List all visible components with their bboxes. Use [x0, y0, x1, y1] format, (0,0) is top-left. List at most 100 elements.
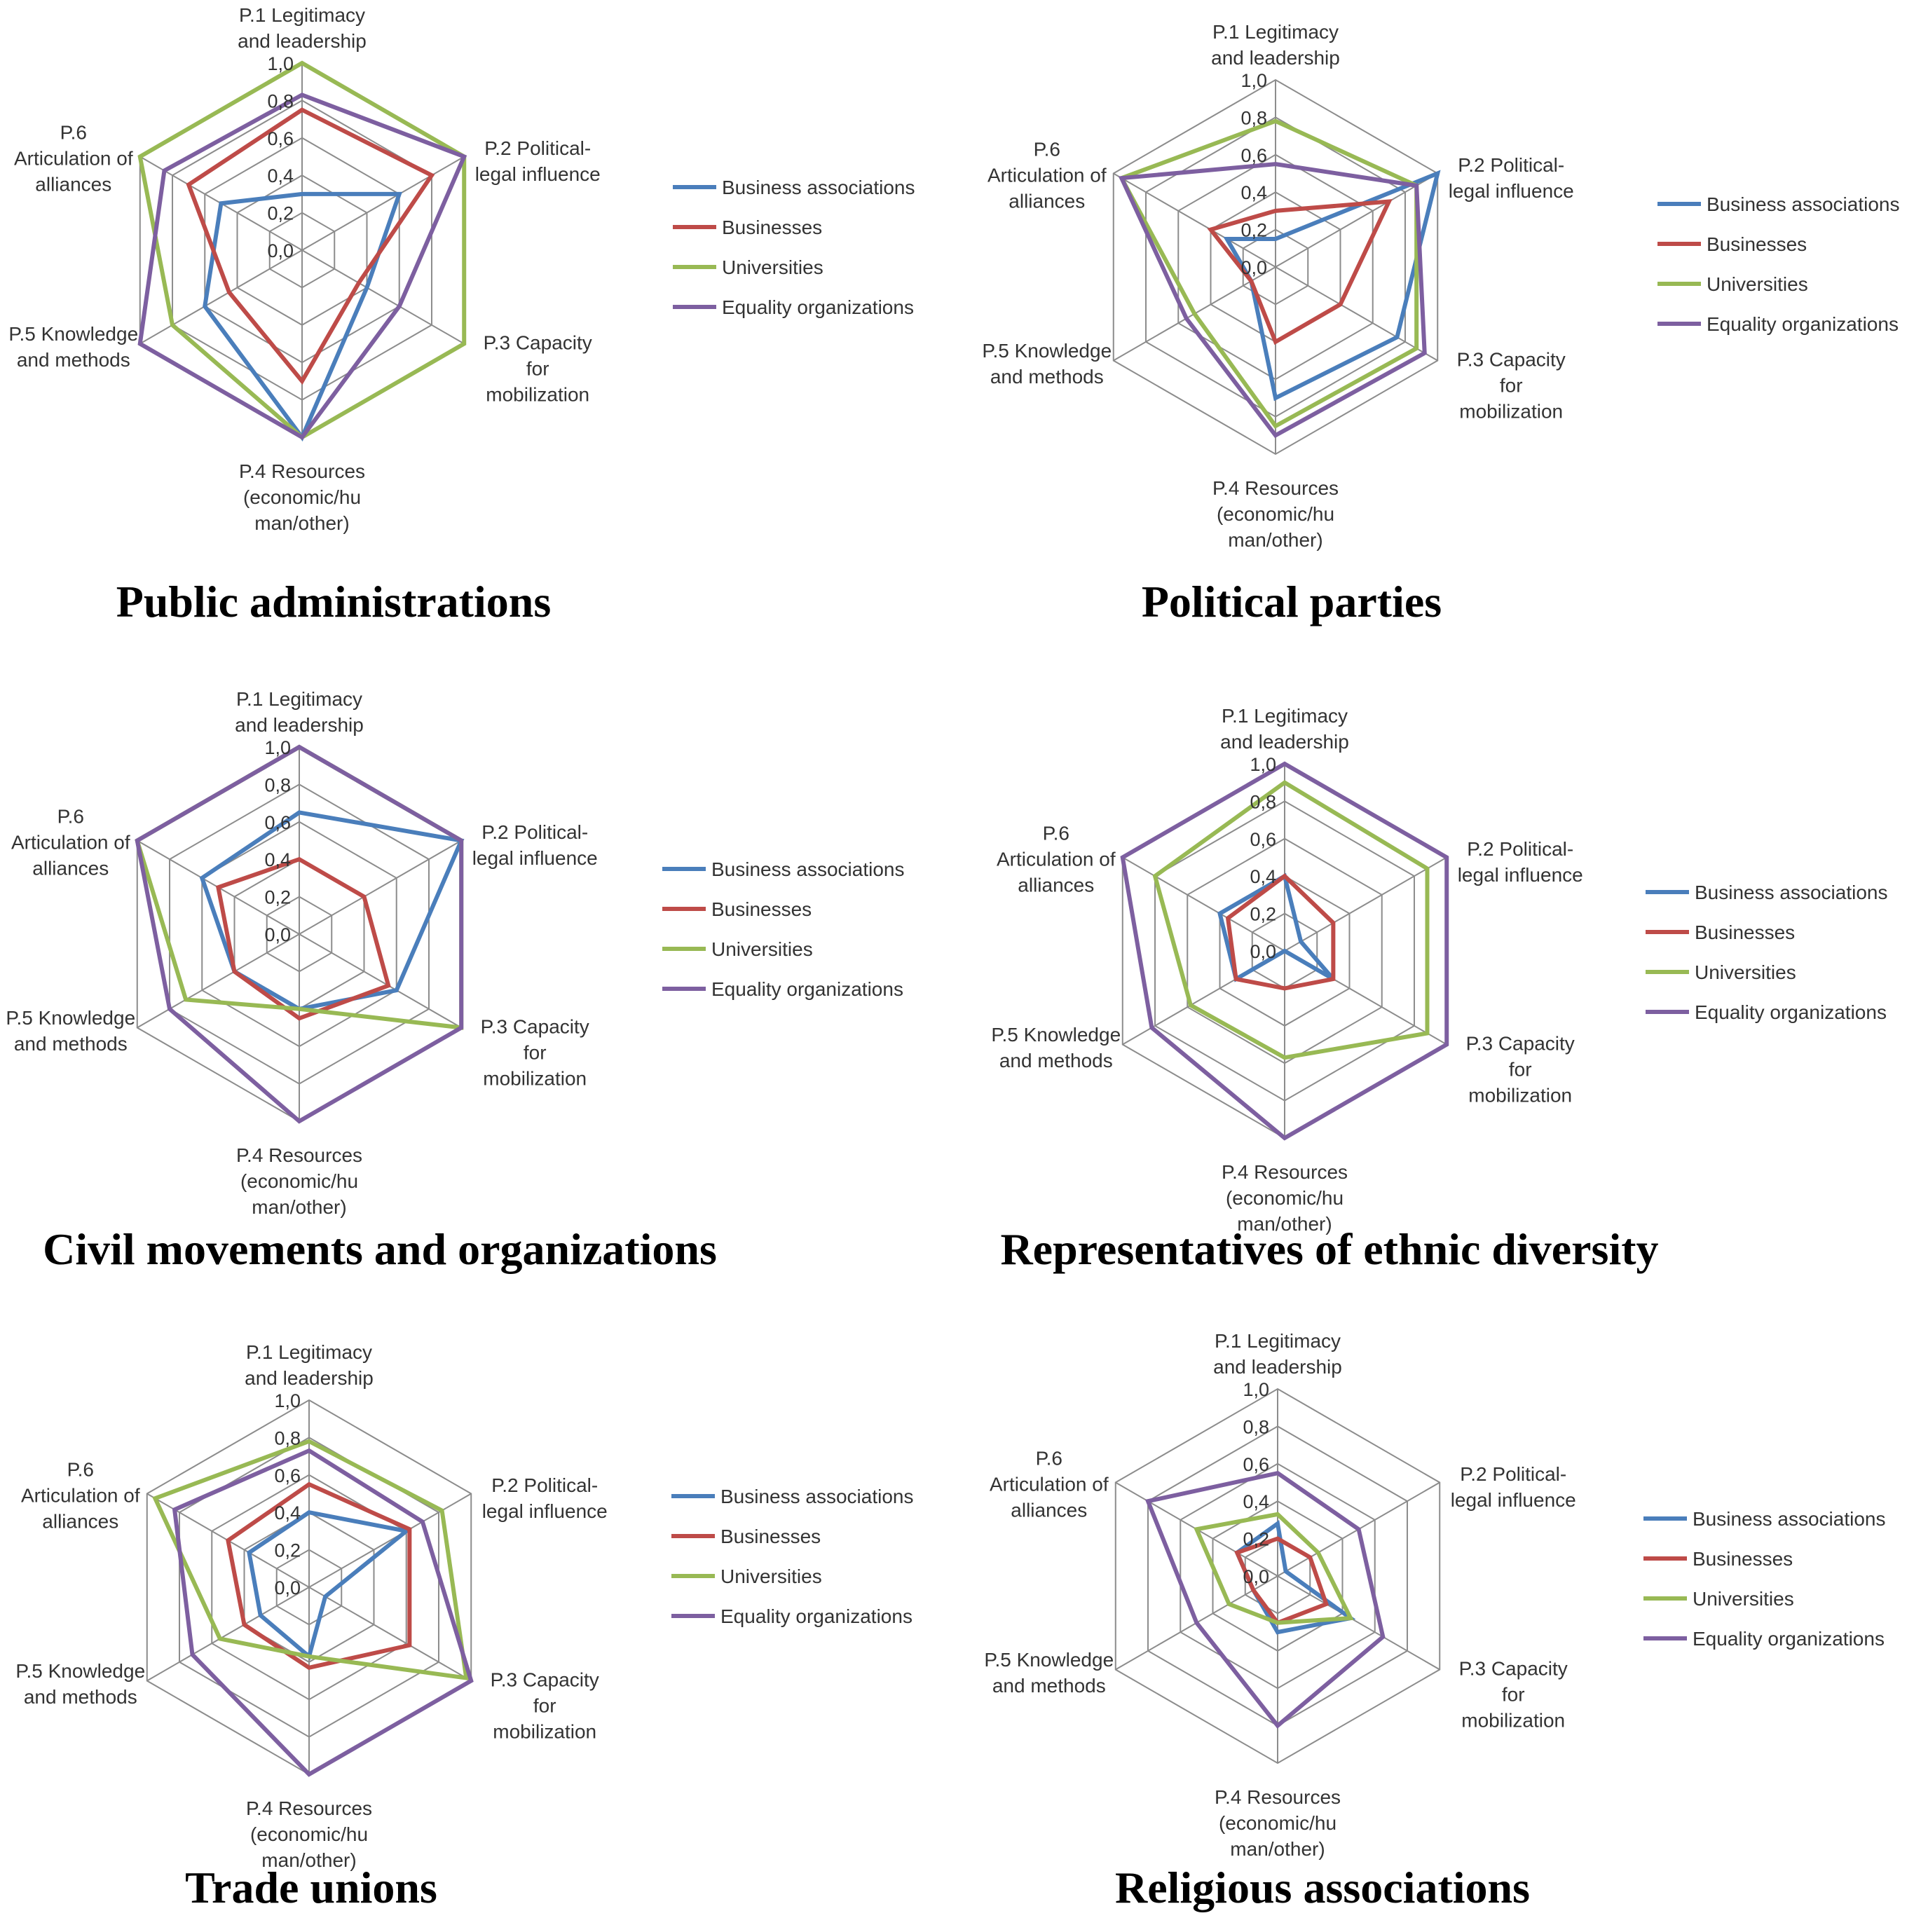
tick-label: 0,0	[264, 924, 291, 945]
panel-title: Political parties	[1142, 577, 1442, 626]
legend: Business associations Businesses Universit…	[671, 1486, 913, 1627]
axis-label: P.2 Political-	[1467, 838, 1573, 860]
series-line	[226, 1481, 412, 1671]
grid-spoke	[139, 249, 303, 345]
axis-label: P.1 Legitimacy	[1215, 1330, 1341, 1352]
axis-label: (economic/hu	[1226, 1187, 1344, 1209]
axis-label: Articulation of	[11, 832, 130, 854]
axis-label: legal influence	[472, 847, 598, 869]
axis-label: man/other)	[254, 512, 349, 534]
axis-label: Articulation of	[14, 148, 133, 170]
grid-spoke	[308, 1493, 472, 1588]
tick-label: 1,0	[267, 53, 294, 74]
axis-label: P.6	[1034, 139, 1060, 160]
axis-label: Articulation of	[987, 165, 1107, 186]
tick-label: 1,0	[1250, 754, 1276, 775]
axis-label: and leadership	[1220, 731, 1349, 753]
axis-label: and methods	[24, 1686, 137, 1708]
axis-label: P.2 Political-	[491, 1474, 598, 1496]
tick-label: 0,0	[1243, 1566, 1269, 1587]
axis-label: mobilization	[1461, 1710, 1565, 1732]
axis-label: P.3 Capacity	[1459, 1658, 1568, 1680]
radar-panel: 0,0 0,2 0,4 0,6 0,8 1,0 P.1 Legitimacy and lead…	[8, 4, 915, 626]
grid-spoke	[1284, 856, 1447, 952]
legend: Business associations Businesses Universit…	[662, 858, 904, 1000]
axis-label: P.5 Knowledge	[991, 1024, 1121, 1046]
axis-label: mobilization	[483, 1068, 587, 1090]
series-line	[1194, 1512, 1354, 1625]
tick-label: 0,6	[264, 812, 291, 833]
legend-label: Equality organizations	[722, 296, 914, 318]
legend-label: Business associations	[711, 858, 904, 880]
axis-label: for	[526, 358, 549, 380]
legend-label: Universities	[720, 1566, 822, 1587]
axis-label: man/other)	[261, 1849, 356, 1871]
axis-label: P.3 Capacity	[481, 1016, 589, 1038]
tick-label: 0,8	[1240, 107, 1267, 128]
axis-label: P.1 Legitimacy	[1212, 21, 1339, 43]
legend-label: Equality organizations	[720, 1605, 912, 1627]
legend-label: Business associations	[1695, 882, 1887, 903]
axis-label: (economic/hu	[1219, 1812, 1337, 1834]
axis-label: P.5 Knowledge	[15, 1660, 145, 1682]
tick-label: 0,4	[1240, 182, 1267, 203]
legend-label: Businesses	[1707, 233, 1807, 255]
legend: Business associations Businesses Universit…	[1646, 882, 1887, 1023]
axis-label: mobilization	[486, 384, 589, 406]
axis-label: legal influence	[1451, 1489, 1576, 1511]
legend-label: Universities	[711, 938, 813, 960]
axis-label: P.5 Knowledge	[984, 1649, 1114, 1671]
series-line	[1207, 199, 1393, 345]
tick-label: 0,8	[274, 1427, 301, 1448]
tick-label: 0,2	[1250, 904, 1276, 925]
axis-label: legal influence	[475, 163, 601, 185]
tick-label: 0,4	[274, 1502, 301, 1523]
tick-label: 0,4	[264, 849, 291, 870]
axis-label: P.6	[67, 1459, 94, 1481]
axis-label: alliances	[1018, 875, 1094, 896]
axis-label: P.4 Resources	[1215, 1786, 1341, 1808]
axis-label: P.1 Legitimacy	[239, 4, 365, 26]
axis-label: P.4 Resources	[246, 1797, 372, 1819]
radar-panel: 0,0 0,2 0,4 0,6 0,8 1,0 P.1 Legitimacy and lead…	[984, 1330, 1885, 1912]
axis-label: and methods	[992, 1675, 1106, 1697]
legend: Business associations Businesses Universit…	[1657, 193, 1899, 335]
tick-label: 0,6	[274, 1465, 301, 1486]
axis-label: P.1 Legitimacy	[246, 1341, 372, 1363]
series-line	[152, 1439, 469, 1681]
axis-label: P.6	[57, 806, 84, 828]
grid-spoke	[146, 1587, 310, 1682]
axis-label: alliances	[42, 1511, 118, 1533]
axis-label: P.4 Resources	[239, 460, 365, 482]
grid-spoke	[1275, 172, 1438, 268]
legend-label: Universities	[1693, 1588, 1794, 1610]
axis-label: mobilization	[1459, 401, 1563, 423]
axis-label: P.1 Legitimacy	[236, 688, 362, 710]
grid-spoke	[299, 840, 462, 935]
series-line	[1118, 162, 1427, 439]
axis-label: P.5 Knowledge	[982, 340, 1112, 362]
axis-label: man/other)	[1237, 1213, 1332, 1235]
axis-label: alliances	[35, 174, 111, 196]
tick-label: 0,2	[264, 887, 291, 908]
axis-label: alliances	[32, 858, 109, 879]
axis-label: P.6	[1043, 823, 1069, 844]
tick-label: 0,2	[1240, 220, 1267, 241]
panel-title: Representatives of ethnic diversity	[1000, 1224, 1658, 1274]
series-line	[199, 810, 465, 1011]
series-line	[137, 93, 467, 440]
panel-title: Religious associations	[1115, 1863, 1530, 1912]
tick-label: 0,0	[274, 1577, 301, 1598]
axis-label: and methods	[17, 349, 130, 371]
radar-panel: 0,0 0,2 0,4 0,6 0,8 1,0 P.1 Legitimacy and lead…	[15, 1341, 913, 1912]
axis-label: man/other)	[1230, 1838, 1325, 1860]
axis-label: and leadership	[238, 30, 367, 52]
legend-label: Equality organizations	[1695, 1001, 1887, 1023]
grid-spoke	[1275, 266, 1438, 362]
axis-label: (economic/hu	[243, 486, 361, 508]
grid-spoke	[137, 933, 300, 1029]
legend-label: Businesses	[711, 898, 812, 920]
axis-label: P.5 Knowledge	[6, 1007, 135, 1029]
legend: Business associations Businesses Universit…	[1643, 1508, 1885, 1650]
axis-label: (economic/hu	[240, 1170, 358, 1192]
